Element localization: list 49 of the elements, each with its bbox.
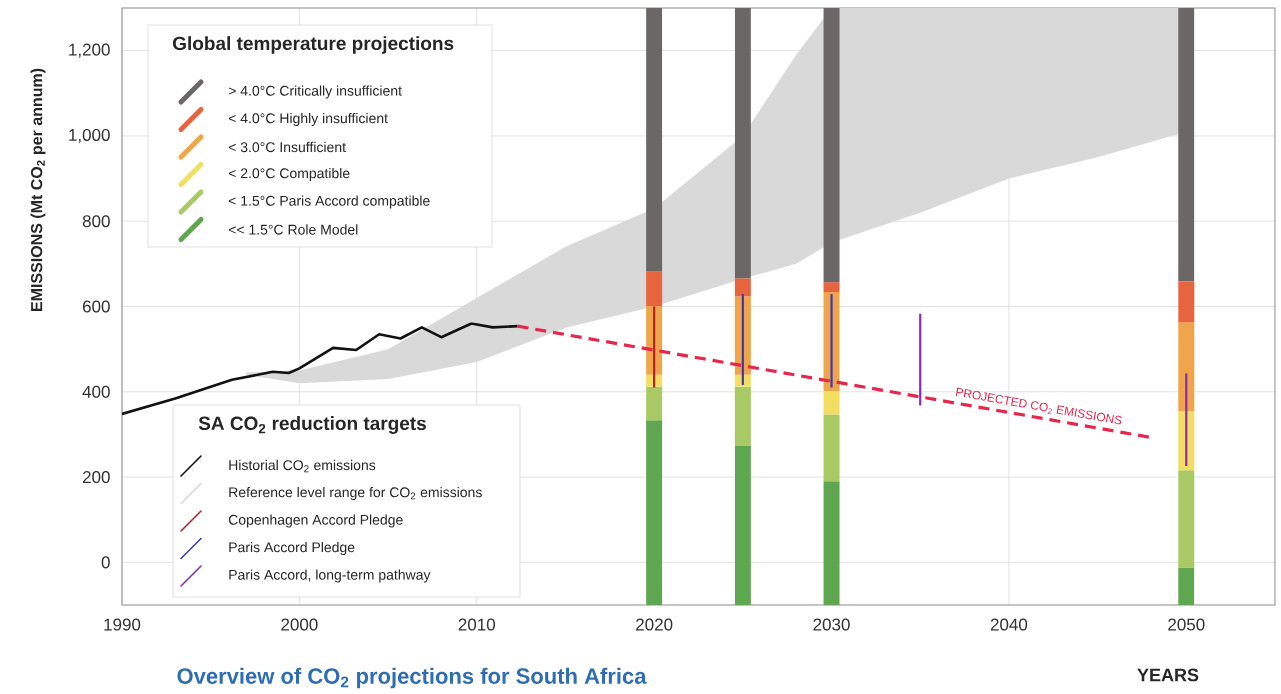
text: Overview of CO$_{2}$ projections for South Africa	[177, 667, 647, 689]
legend-label: << 1.5°C Role Model	[228, 224, 358, 235]
bar	[823, 7, 840, 283]
y-tick-label: 600	[82, 300, 110, 313]
x-tick-label: 2040	[990, 618, 1028, 631]
bar	[734, 278, 751, 297]
legend-label: Historial CO$_{2}$ emissions	[229, 459, 376, 473]
legend-title: Global temperature projections	[172, 36, 454, 54]
bar	[823, 282, 840, 292]
x-axis-title: YEARS	[1137, 668, 1199, 682]
legend-label: Paris Accord, long-term pathway	[229, 569, 431, 583]
legend-label: Reference level range for CO$_{2}$ emissions	[229, 486, 482, 501]
bar	[823, 414, 840, 482]
x-tick-label: 2050	[1168, 618, 1205, 631]
legend-label: < 1.5°C Paris Accord compatible	[228, 195, 430, 209]
x-tick-label: 2020	[636, 618, 673, 631]
bar	[646, 7, 663, 272]
legend-label: Paris Accord Pledge	[229, 541, 355, 556]
y-tick-label: 200	[82, 471, 110, 484]
legend-label: < 4.0°C Highly insufficient	[228, 112, 388, 127]
x-tick-label: 2030	[813, 618, 850, 631]
bar	[646, 386, 663, 421]
legend-label: Copenhagen Accord Pledge	[228, 514, 403, 528]
bar	[734, 386, 751, 446]
line-series	[122, 322, 519, 416]
y-tick-label: 400	[82, 385, 110, 398]
bar	[734, 445, 751, 605]
x-tick-label: 2010	[458, 618, 496, 631]
y-axis-title: EMISSIONS (Mt CO$_{2}$ per annum)	[30, 68, 46, 311]
y-tick-label: 1,000	[69, 128, 110, 143]
bar	[1178, 470, 1195, 568]
x-tick-label: 1990	[104, 618, 141, 631]
bar	[823, 390, 840, 415]
legend-label: < 3.0°C Insufficient	[228, 141, 346, 153]
bar	[734, 7, 751, 279]
bar	[646, 420, 663, 605]
bar	[646, 271, 663, 307]
bar	[1178, 567, 1195, 605]
legend-label: > 4.0°C Critically insufficient	[228, 85, 402, 99]
bar	[1178, 322, 1195, 411]
x-tick-label: 2000	[281, 618, 318, 631]
y-tick-label: 1,200	[69, 43, 110, 58]
y-tick-label: 800	[82, 215, 110, 228]
annotation: SA CO$_{2}$ reduction targets	[198, 416, 426, 434]
legend-label: < 2.0°C Compatible	[228, 167, 350, 182]
bar	[1178, 7, 1195, 282]
bar	[1178, 281, 1195, 323]
y-tick-label: 0	[101, 556, 110, 569]
bar	[823, 481, 840, 605]
